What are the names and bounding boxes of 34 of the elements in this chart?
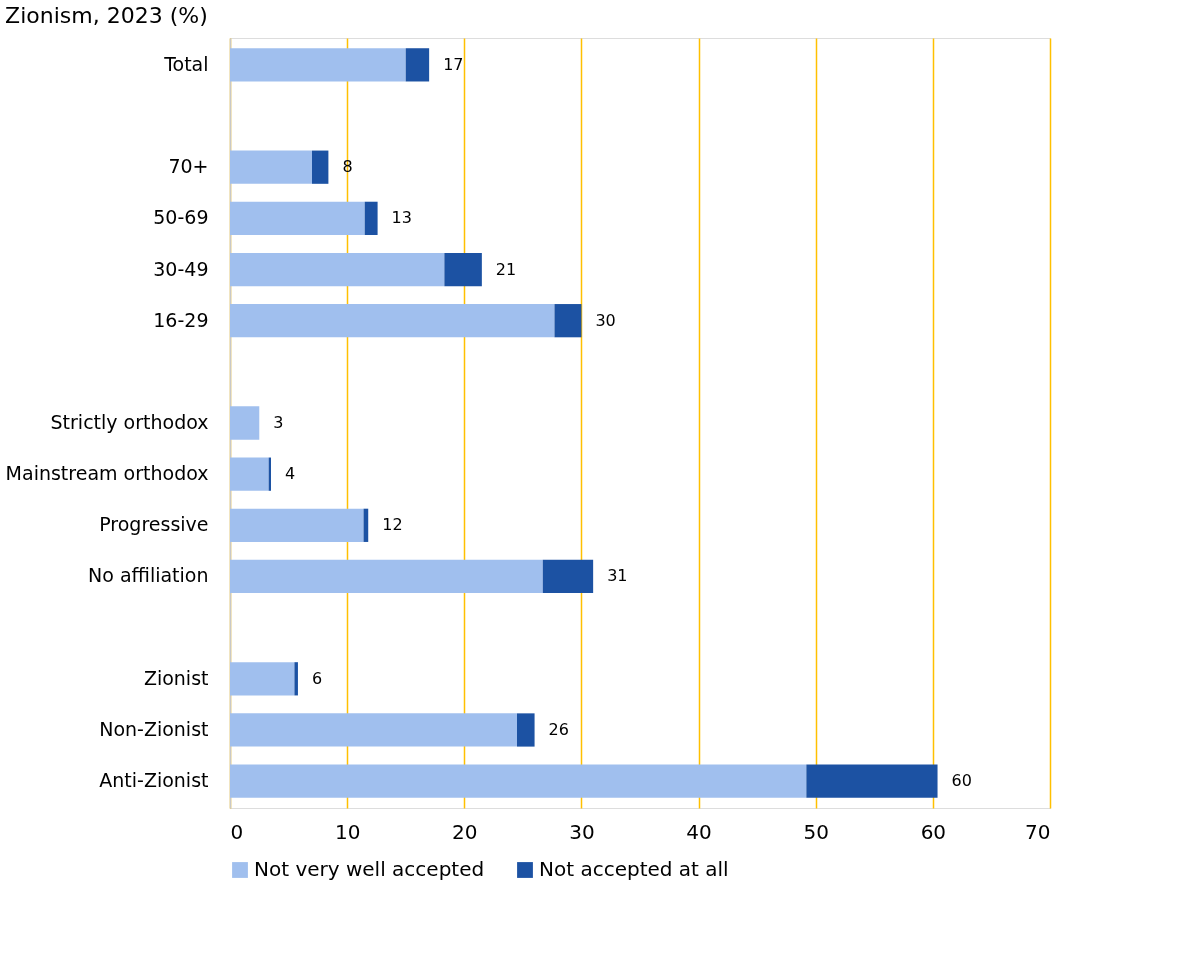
total-label: 12: [382, 515, 403, 535]
x-tick-label: 20: [452, 819, 478, 844]
x-tick-label: 70: [1025, 819, 1051, 844]
y-tick-label: Anti-Zionist: [99, 769, 209, 792]
total-label: 4: [285, 464, 296, 484]
legend-label: Not very well accepted: [254, 857, 485, 881]
total-label: 30: [595, 310, 616, 330]
x-tick-label: 10: [334, 819, 361, 844]
total-label: 6: [311, 668, 323, 688]
total-label: 13: [391, 208, 412, 228]
x-tick-label: 60: [920, 819, 947, 844]
y-tick-label: Strictly orthodox: [50, 411, 209, 433]
x-tick-label: 30: [569, 819, 595, 844]
total-label: 3: [273, 413, 284, 432]
y-tick-label: 16-29: [153, 308, 209, 331]
y-tick-label: 70+: [168, 155, 209, 178]
x-tick-label: 0: [230, 819, 244, 844]
y-tick-label: 50-69: [153, 206, 209, 229]
y-tick-label: No affiliation: [88, 564, 209, 587]
y-tick-label: Zionist: [143, 666, 209, 689]
legend-label: Not accepted at all: [539, 857, 729, 881]
y-tick-label: 30-49: [153, 257, 209, 280]
total-label: 60: [951, 771, 972, 791]
x-tick-label: 40: [686, 819, 712, 844]
total-label: 31: [607, 566, 628, 586]
total-label: 17: [443, 54, 464, 74]
y-tick-label: Mainstream orthodox: [5, 462, 209, 485]
total-label: 26: [548, 719, 569, 739]
total-label: 21: [495, 259, 517, 279]
y-tick-label: Non-Zionist: [99, 717, 209, 740]
y-tick-label: Progressive: [99, 513, 209, 536]
y-tick-label: Total: [163, 52, 209, 75]
x-tick-label: 50: [803, 819, 829, 844]
chart-title: Zionism, 2023 (%): [5, 3, 208, 28]
